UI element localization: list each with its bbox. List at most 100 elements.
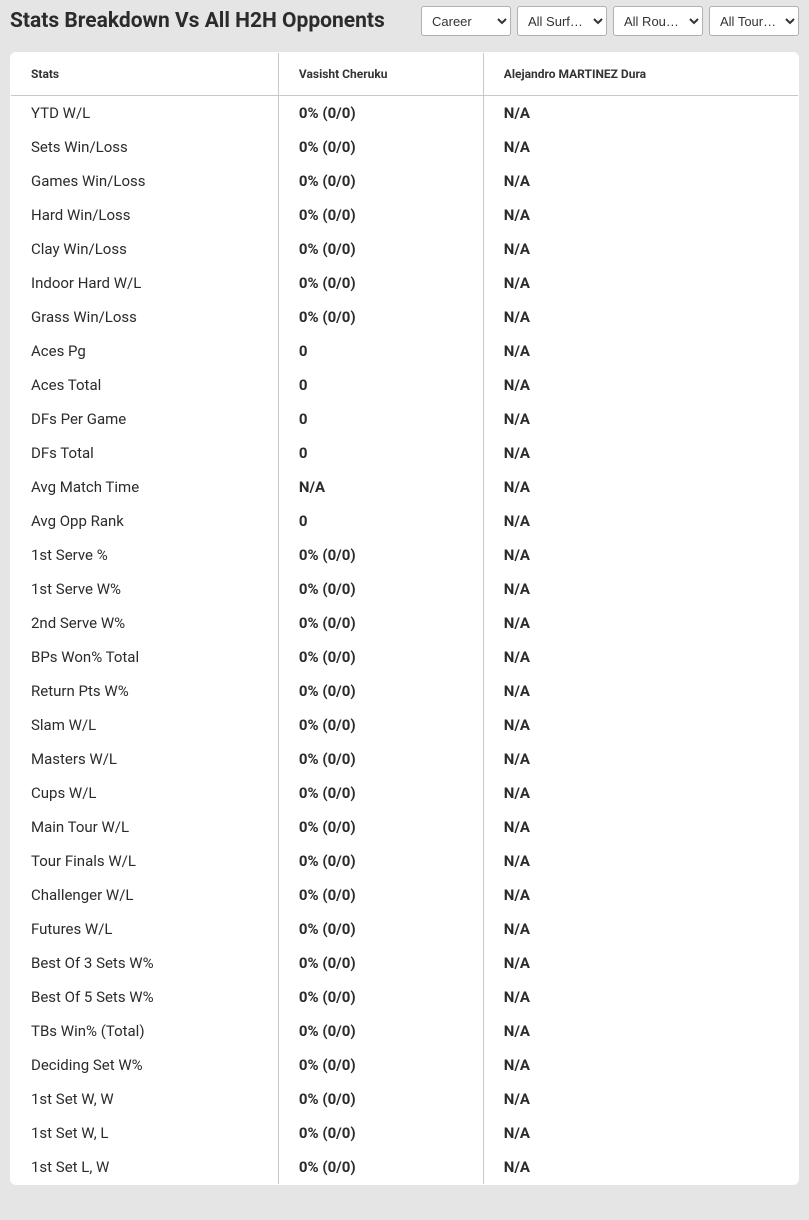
stat-label: TBs Win% (Total)	[11, 1014, 279, 1048]
table-row: Slam W/L0% (0/0)N/A	[11, 708, 799, 742]
stat-value: 0% (0/0)	[278, 708, 483, 742]
stat-label: YTD W/L	[11, 96, 279, 131]
stat-value: 0% (0/0)	[278, 776, 483, 810]
stat-value: N/A	[483, 334, 798, 368]
stat-value: 0	[278, 368, 483, 402]
stat-label: Deciding Set W%	[11, 1048, 279, 1082]
table-row: 1st Serve %0% (0/0)N/A	[11, 538, 799, 572]
stat-label: Indoor Hard W/L	[11, 266, 279, 300]
stat-label: Best Of 5 Sets W%	[11, 980, 279, 1014]
table-row: 1st Set W, W0% (0/0)N/A	[11, 1082, 799, 1116]
stat-value: 0% (0/0)	[278, 606, 483, 640]
table-row: Best Of 3 Sets W%0% (0/0)N/A	[11, 946, 799, 980]
stat-value: N/A	[483, 946, 798, 980]
table-row: Grass Win/Loss0% (0/0)N/A	[11, 300, 799, 334]
tours-select[interactable]: All Tour…	[709, 6, 799, 36]
table-row: Sets Win/Loss0% (0/0)N/A	[11, 130, 799, 164]
table-row: DFs Per Game0N/A	[11, 402, 799, 436]
table-row: Aces Pg0N/A	[11, 334, 799, 368]
stat-label: Grass Win/Loss	[11, 300, 279, 334]
stat-value: 0% (0/0)	[278, 96, 483, 131]
stat-label: Masters W/L	[11, 742, 279, 776]
stats-table-body: YTD W/L0% (0/0)N/ASets Win/Loss0% (0/0)N…	[11, 96, 799, 1185]
table-row: Avg Match TimeN/AN/A	[11, 470, 799, 504]
stat-value: N/A	[483, 538, 798, 572]
stat-value: N/A	[483, 1150, 798, 1185]
table-row: Hard Win/Loss0% (0/0)N/A	[11, 198, 799, 232]
stat-value: N/A	[483, 164, 798, 198]
stat-value: 0	[278, 334, 483, 368]
stat-label: Tour Finals W/L	[11, 844, 279, 878]
stat-value: N/A	[483, 130, 798, 164]
surface-select[interactable]: All Surf…	[517, 6, 607, 36]
table-row: 1st Set W, L0% (0/0)N/A	[11, 1116, 799, 1150]
table-row: Futures W/L0% (0/0)N/A	[11, 912, 799, 946]
stat-value: 0% (0/0)	[278, 232, 483, 266]
stat-value: 0% (0/0)	[278, 878, 483, 912]
stat-value: N/A	[483, 436, 798, 470]
stat-label: Clay Win/Loss	[11, 232, 279, 266]
stat-value: 0% (0/0)	[278, 300, 483, 334]
table-row: DFs Total0N/A	[11, 436, 799, 470]
table-row: Avg Opp Rank0N/A	[11, 504, 799, 538]
stat-value: 0% (0/0)	[278, 742, 483, 776]
stat-value: 0% (0/0)	[278, 640, 483, 674]
table-row: Deciding Set W%0% (0/0)N/A	[11, 1048, 799, 1082]
table-row: 2nd Serve W%0% (0/0)N/A	[11, 606, 799, 640]
table-wrapper: Stats Vasisht Cheruku Alejandro MARTINEZ…	[0, 42, 809, 1195]
stat-label: BPs Won% Total	[11, 640, 279, 674]
page-title: Stats Breakdown Vs All H2H Opponents	[10, 9, 385, 33]
stat-value: N/A	[483, 504, 798, 538]
stat-label: Return Pts W%	[11, 674, 279, 708]
stat-value: N/A	[483, 912, 798, 946]
stat-label: Avg Match Time	[11, 470, 279, 504]
stat-label: Games Win/Loss	[11, 164, 279, 198]
stat-value: 0% (0/0)	[278, 980, 483, 1014]
stat-value: N/A	[483, 776, 798, 810]
table-row: Challenger W/L0% (0/0)N/A	[11, 878, 799, 912]
stats-table: Stats Vasisht Cheruku Alejandro MARTINEZ…	[10, 52, 799, 1185]
stats-container: Stats Breakdown Vs All H2H Opponents Car…	[0, 0, 809, 1195]
stat-value: 0% (0/0)	[278, 572, 483, 606]
stat-label: 1st Serve %	[11, 538, 279, 572]
stat-label: Futures W/L	[11, 912, 279, 946]
stat-label: 1st Set W, L	[11, 1116, 279, 1150]
stat-value: N/A	[483, 1116, 798, 1150]
stat-value: N/A	[483, 1048, 798, 1082]
stat-value: N/A	[483, 96, 798, 131]
stat-label: 1st Serve W%	[11, 572, 279, 606]
stat-value: 0% (0/0)	[278, 130, 483, 164]
table-row: TBs Win% (Total)0% (0/0)N/A	[11, 1014, 799, 1048]
stat-value: 0	[278, 504, 483, 538]
stat-value: N/A	[483, 300, 798, 334]
stat-label: 2nd Serve W%	[11, 606, 279, 640]
stat-label: DFs Per Game	[11, 402, 279, 436]
stat-label: Sets Win/Loss	[11, 130, 279, 164]
stat-label: Slam W/L	[11, 708, 279, 742]
stat-value: 0% (0/0)	[278, 1014, 483, 1048]
stat-value: N/A	[483, 402, 798, 436]
stat-value: N/A	[483, 1014, 798, 1048]
stat-value: N/A	[483, 1082, 798, 1116]
header-bar: Stats Breakdown Vs All H2H Opponents Car…	[0, 0, 809, 42]
table-row: Main Tour W/L0% (0/0)N/A	[11, 810, 799, 844]
stat-value: N/A	[483, 470, 798, 504]
stat-value: 0% (0/0)	[278, 266, 483, 300]
stat-value: 0% (0/0)	[278, 946, 483, 980]
stat-value: N/A	[483, 844, 798, 878]
stat-value: 0% (0/0)	[278, 198, 483, 232]
stat-value: 0	[278, 402, 483, 436]
stat-value: 0% (0/0)	[278, 1082, 483, 1116]
stat-label: Hard Win/Loss	[11, 198, 279, 232]
stat-label: Cups W/L	[11, 776, 279, 810]
period-select[interactable]: Career	[421, 6, 511, 36]
rounds-select[interactable]: All Rou…	[613, 6, 703, 36]
table-row: Indoor Hard W/L0% (0/0)N/A	[11, 266, 799, 300]
table-row: 1st Set L, W0% (0/0)N/A	[11, 1150, 799, 1185]
stat-label: Aces Total	[11, 368, 279, 402]
stat-value: N/A	[483, 640, 798, 674]
column-header-player1: Vasisht Cheruku	[278, 53, 483, 96]
stat-value: 0% (0/0)	[278, 674, 483, 708]
column-header-stats: Stats	[11, 53, 279, 96]
stat-value: 0% (0/0)	[278, 912, 483, 946]
